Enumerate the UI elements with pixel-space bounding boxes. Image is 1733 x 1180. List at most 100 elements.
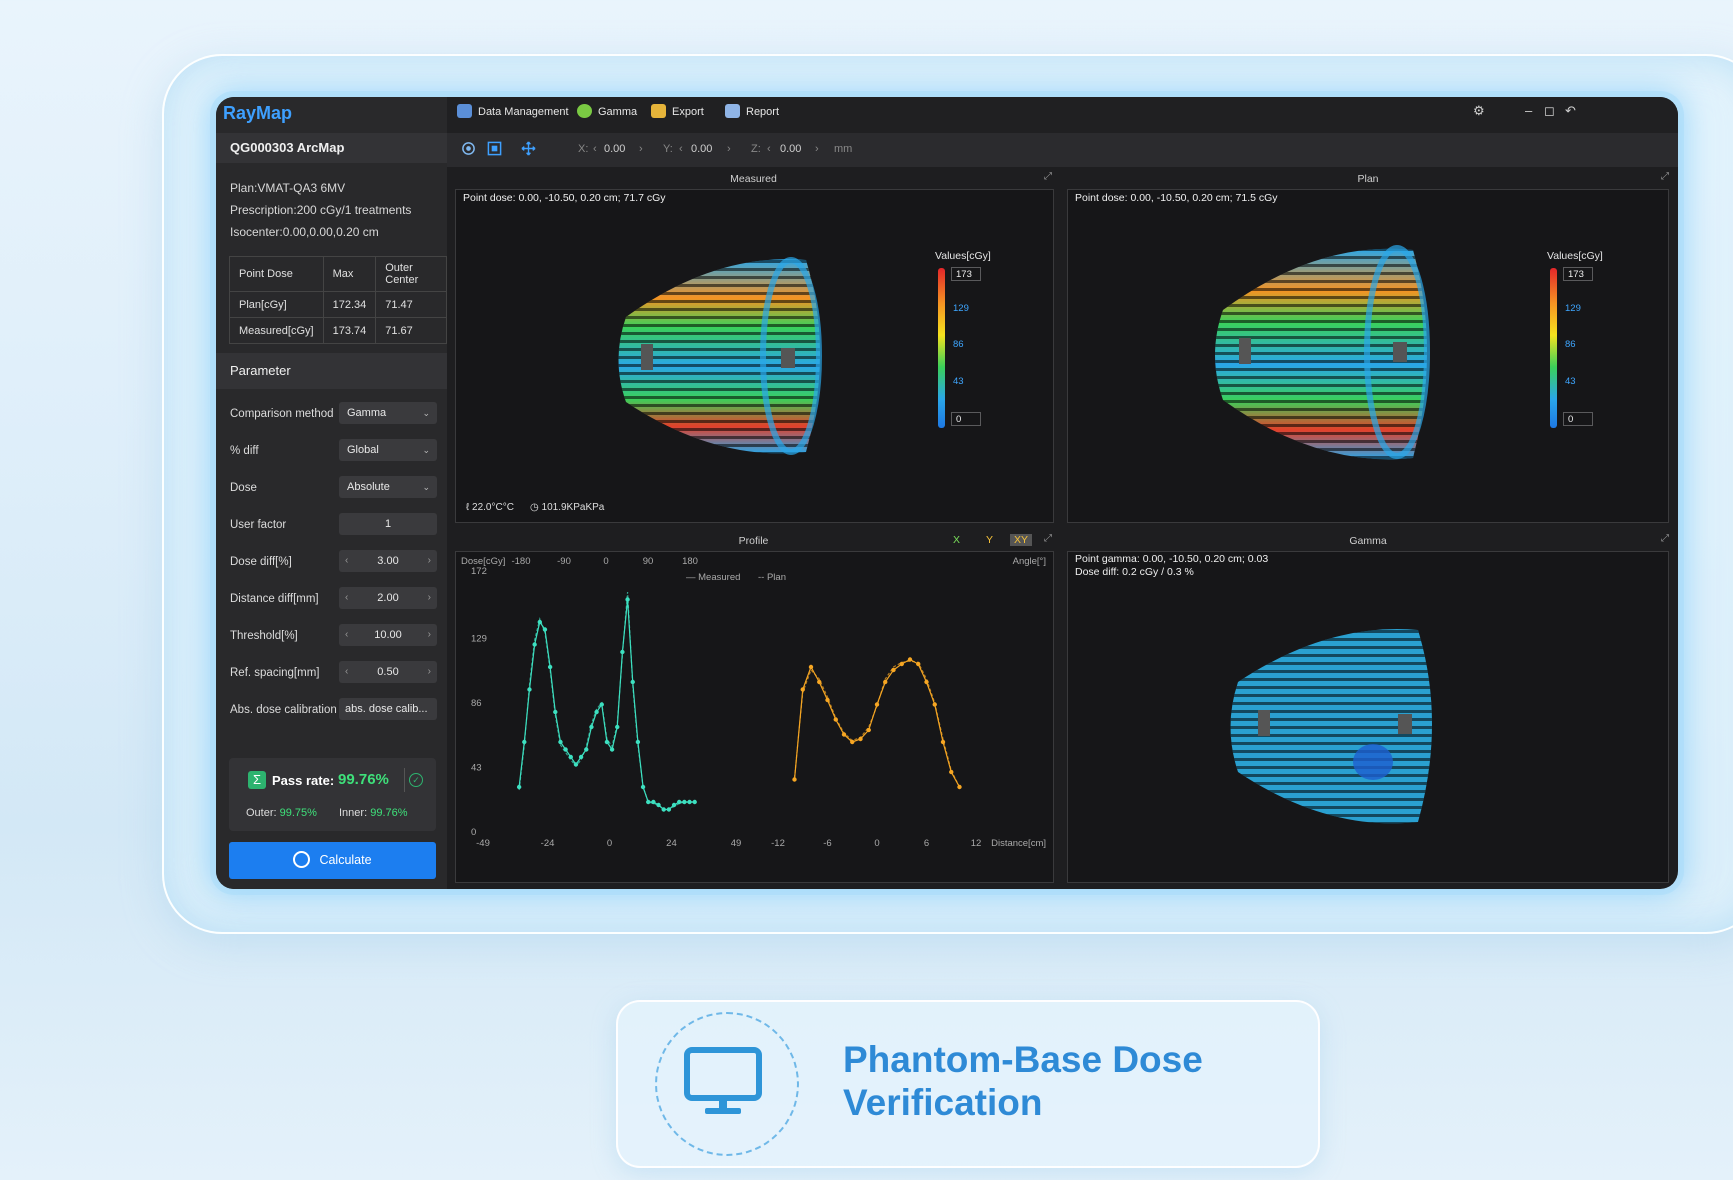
calculate-button[interactable]: Calculate xyxy=(229,842,436,879)
slider-handle-left[interactable] xyxy=(641,344,653,370)
panel-title: Profile xyxy=(738,535,769,547)
gear-icon[interactable]: ⚙ xyxy=(1473,103,1485,118)
slider-handle-right[interactable] xyxy=(1398,714,1412,734)
inner-label: Inner: xyxy=(339,807,368,819)
chevron-right-icon[interactable]: › xyxy=(427,666,431,677)
select-value: Global xyxy=(347,444,379,456)
colorbar-min-input[interactable]: 0 xyxy=(951,412,981,426)
app-window: RayMap QG000303 ArcMap Plan:VMAT-QA3 6MV… xyxy=(216,97,1678,889)
tab-xy[interactable]: XY xyxy=(1010,534,1033,546)
menu-label: Data Management xyxy=(478,106,569,118)
expand-icon[interactable]: ⤢ xyxy=(1044,171,1052,182)
close-icon[interactable]: ↶ xyxy=(1565,103,1576,118)
distance-diff-stepper[interactable]: ‹ 2.00 › xyxy=(339,587,437,609)
chevron-down-icon: ⌄ xyxy=(422,445,430,455)
feature-title-line2: Verification xyxy=(843,1082,1043,1123)
chevron-left-icon[interactable]: ‹ xyxy=(767,143,771,155)
slider-handle-right[interactable] xyxy=(1393,342,1407,362)
chevron-right-icon[interactable]: › xyxy=(427,629,431,640)
profile-chart-area[interactable]: Dose[cGy] 172 129 86 43 0 -180 -90 0 90 180 Angle[°… xyxy=(455,551,1054,883)
feature-title: Phantom-Base Dose Verification xyxy=(843,1038,1203,1124)
x-tick-label: 6 xyxy=(924,838,929,849)
chevron-right-icon[interactable]: › xyxy=(639,143,643,155)
chevron-left-icon[interactable]: ‹ xyxy=(345,555,349,566)
slider-handle-left[interactable] xyxy=(1258,710,1270,736)
select-value: Absolute xyxy=(347,481,390,493)
menu-gamma[interactable]: Gamma xyxy=(577,104,637,119)
icon-circle xyxy=(655,1012,799,1156)
outer-label: Outer: xyxy=(246,807,277,819)
frame-view-icon[interactable] xyxy=(487,141,502,156)
percent-diff-select[interactable]: Global ⌄ xyxy=(339,439,437,461)
chevron-left-icon[interactable]: ‹ xyxy=(345,666,349,677)
gamma-panel: Gamma ⤢ Point gamma: 0.00, -10.50, 0.20 … xyxy=(1062,531,1674,887)
menu-label: Export xyxy=(672,106,704,118)
menu-data-management[interactable]: Data Management xyxy=(457,104,569,119)
param-label: Dose xyxy=(230,482,257,494)
chevron-right-icon[interactable]: › xyxy=(727,143,731,155)
dose-cylinder-3d xyxy=(618,257,822,455)
point-dose-table: Point Dose Max Outer Center Plan[cGy] 17… xyxy=(229,256,447,344)
param-distance-diff: Distance diff[mm] ‹ 2.00 › xyxy=(230,587,438,611)
calculate-icon xyxy=(293,850,311,868)
chevron-left-icon[interactable]: ‹ xyxy=(593,143,597,155)
slider-handle-left[interactable] xyxy=(1239,338,1251,364)
table-cell: Plan[cGy] xyxy=(229,291,324,318)
measured-view[interactable]: Point dose: 0.00, -10.50, 0.20 cm; 71.7 … xyxy=(455,189,1054,523)
user-factor-input[interactable]: 1 xyxy=(339,513,437,535)
gamma-view[interactable]: Point gamma: 0.00, -10.50, 0.20 cm; 0.03… xyxy=(1067,551,1669,883)
plan-name: Plan:VMAT-QA3 6MV xyxy=(230,181,346,195)
outer-value: 99.75% xyxy=(279,807,317,819)
profile-panel: Profile X Y XY ⤢ Dose[cGy] 172 129 86 43 0 -18… xyxy=(450,531,1057,887)
check-circle-icon: ✓ xyxy=(409,773,423,787)
param-label: Dose diff[%] xyxy=(230,556,292,568)
colorbar-max-input[interactable]: 173 xyxy=(1563,267,1593,281)
data-point xyxy=(792,777,797,782)
pressure-readout: ◷ 101.9KPaKPa xyxy=(530,502,604,513)
comparison-method-select[interactable]: Gamma ⌄ xyxy=(339,402,437,424)
x-value[interactable]: 0.00 xyxy=(604,143,626,155)
chevron-left-icon[interactable]: ‹ xyxy=(345,592,349,603)
chevron-left-icon[interactable]: ‹ xyxy=(345,629,349,640)
colorbar-tick: 129 xyxy=(953,303,969,314)
chevron-right-icon[interactable]: › xyxy=(427,592,431,603)
colorbar-tick: 86 xyxy=(953,339,964,350)
colorbar-min-input[interactable]: 0 xyxy=(1563,412,1593,426)
colorbar-tick: 43 xyxy=(1565,376,1576,387)
maximize-icon[interactable]: ◻ xyxy=(1544,103,1555,118)
data-point xyxy=(609,747,615,752)
y-value[interactable]: 0.00 xyxy=(691,143,713,155)
chevron-right-icon[interactable]: › xyxy=(815,143,819,155)
slider-handle-right[interactable] xyxy=(781,348,795,368)
table-cell: 172.34 xyxy=(322,291,377,318)
move-icon[interactable] xyxy=(521,141,536,156)
x-tick-label: -12 xyxy=(771,838,785,849)
y-tick-label: 43 xyxy=(471,763,482,774)
tab-x[interactable]: X xyxy=(953,534,961,546)
expand-icon[interactable]: ⤢ xyxy=(1044,533,1052,544)
folder-icon xyxy=(651,104,666,119)
colorbar-tick: 43 xyxy=(953,376,964,387)
expand-icon[interactable]: ⤢ xyxy=(1661,171,1669,182)
table-cell: Measured[cGy] xyxy=(229,317,324,344)
expand-icon[interactable]: ⤢ xyxy=(1661,533,1669,544)
threshold-stepper[interactable]: ‹ 10.00 › xyxy=(339,624,437,646)
dose-select[interactable]: Absolute ⌄ xyxy=(339,476,437,498)
tab-y[interactable]: Y xyxy=(986,534,994,546)
plan-view[interactable]: Point dose: 0.00, -10.50, 0.20 cm; 71.5 … xyxy=(1067,189,1669,523)
colorbar-max-input[interactable]: 173 xyxy=(951,267,981,281)
dose-diff-stepper[interactable]: ‹ 3.00 › xyxy=(339,550,437,572)
ref-spacing-stepper[interactable]: ‹ 0.50 › xyxy=(339,661,437,683)
menu-report[interactable]: Report xyxy=(725,104,779,119)
chevron-left-icon[interactable]: ‹ xyxy=(679,143,683,155)
chevron-right-icon[interactable]: › xyxy=(427,555,431,566)
z-value[interactable]: 0.00 xyxy=(780,143,802,155)
abs-dose-calibration-select[interactable]: abs. dose calib... xyxy=(339,698,437,720)
data-point xyxy=(817,679,822,685)
minimize-icon[interactable]: – xyxy=(1525,103,1533,118)
data-point xyxy=(682,799,687,805)
param-ref-spacing: Ref. spacing[mm] ‹ 0.50 › xyxy=(230,661,438,685)
rotate-view-icon[interactable] xyxy=(461,141,476,156)
menu-export[interactable]: Export xyxy=(651,104,704,119)
param-label: Comparison method xyxy=(230,408,334,420)
